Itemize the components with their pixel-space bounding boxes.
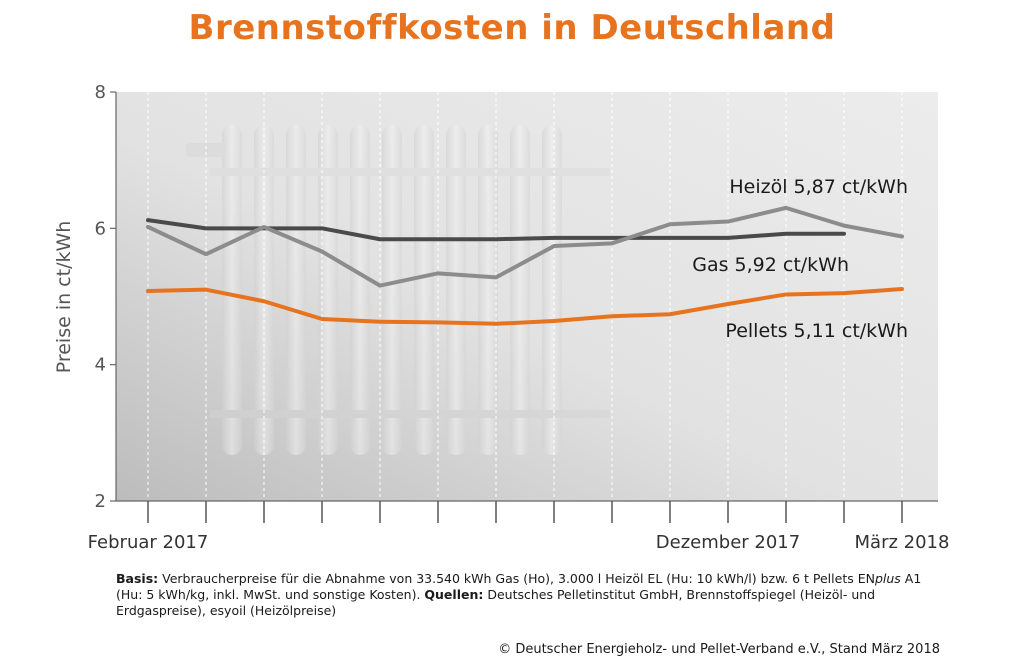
quellen-text: Deutsches Pelletinstitut GmbH, Brennstof… xyxy=(116,587,876,618)
radiator-bar xyxy=(210,410,610,418)
radiator-bar xyxy=(210,168,610,176)
radiator-fin xyxy=(286,125,306,455)
basis-text-2: A1 (Hu: 5 kWh/kg, inkl. MwSt. und sonsti… xyxy=(116,571,922,602)
radiator-fin xyxy=(446,125,466,455)
radiator-fin xyxy=(350,125,370,455)
series-line-gas xyxy=(146,205,904,288)
y-axis-label: Preise in ct/kWh xyxy=(53,221,75,374)
y-tick-label: 2 xyxy=(95,491,106,512)
basis-label: Basis: xyxy=(116,571,159,586)
plus-text: plus xyxy=(874,571,901,586)
radiator-fin xyxy=(542,125,562,455)
en-text: EN xyxy=(857,571,875,586)
radiator-fin xyxy=(382,125,402,455)
radiator-fin xyxy=(478,125,498,455)
radiator-fin xyxy=(222,125,242,455)
y-tick-label: 4 xyxy=(95,355,106,376)
series-label-heizöl: Heizöl 5,87 ct/kWh xyxy=(729,176,908,198)
quellen-label: Quellen: xyxy=(424,587,484,602)
radiator-watermark xyxy=(186,125,610,455)
series-label-gas: Gas 5,92 ct/kWh xyxy=(692,254,849,276)
series-label-pellets: Pellets 5,11 ct/kWh xyxy=(725,320,908,342)
x-tick-label: Februar 2017 xyxy=(88,532,209,553)
radiator-valve xyxy=(186,143,226,157)
x-tick-label: Dezember 2017 xyxy=(656,532,800,553)
radiator-fin xyxy=(318,125,338,455)
y-tick-label: 8 xyxy=(95,82,106,103)
footnote: Basis: Verbraucherpreise für die Abnahme… xyxy=(116,571,946,619)
basis-text: Verbraucherpreise für die Abnahme von 33… xyxy=(158,571,858,586)
x-tick-label: März 2018 xyxy=(855,532,950,553)
y-tick-label: 6 xyxy=(95,218,106,239)
chart-title: Brennstoffkosten in Deutschland xyxy=(188,8,836,48)
copyright: © Deutscher Energieholz- und Pellet-Verb… xyxy=(498,642,940,657)
radiator-fin xyxy=(414,125,434,455)
series-line-pellets xyxy=(146,287,904,326)
radiator-fin xyxy=(510,125,530,455)
